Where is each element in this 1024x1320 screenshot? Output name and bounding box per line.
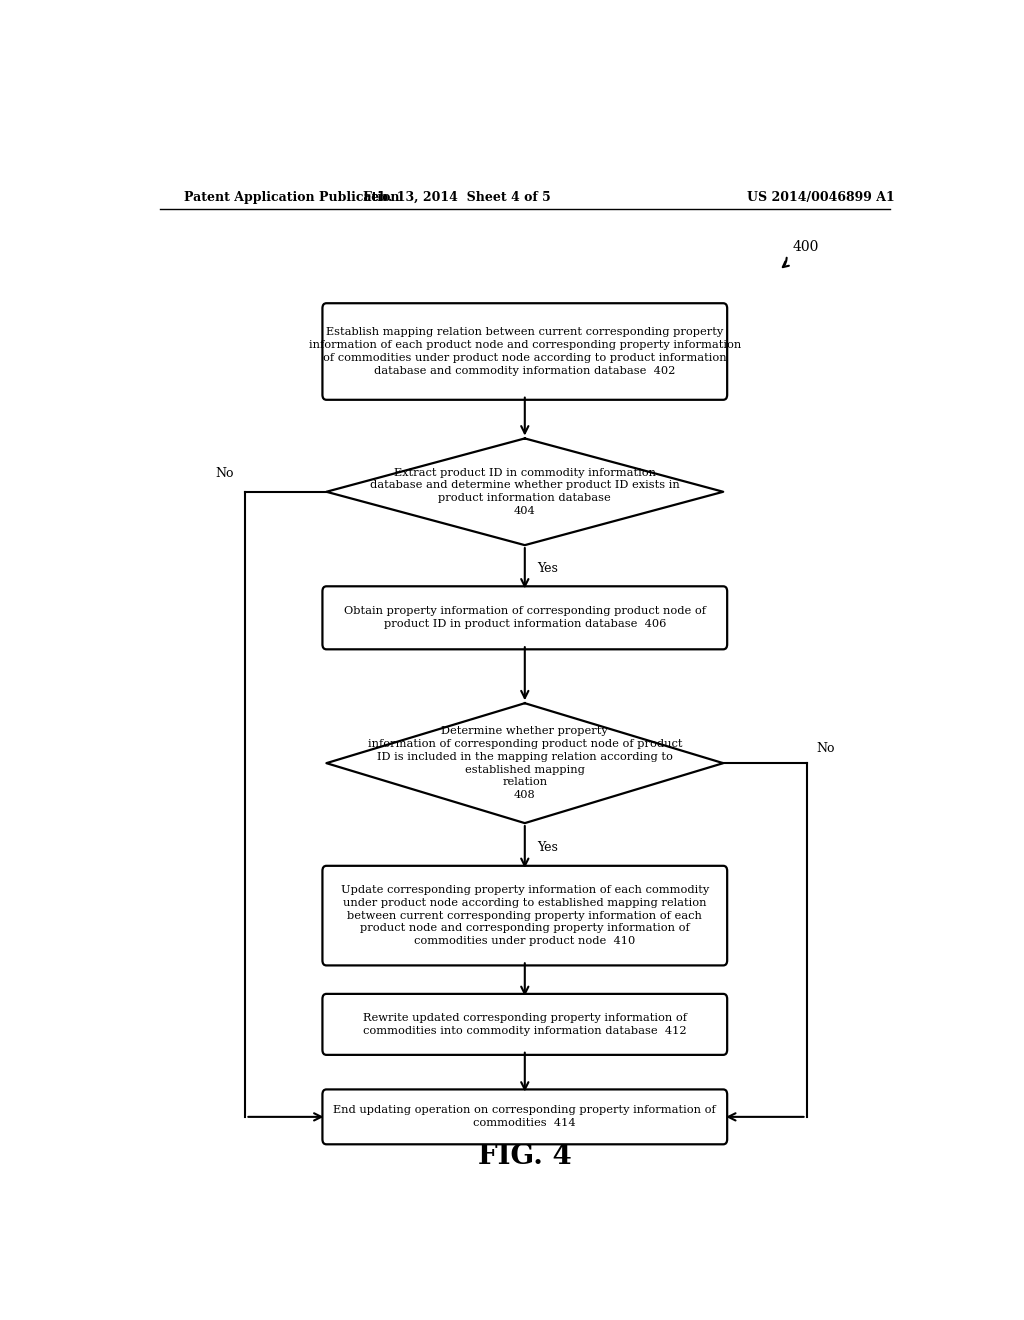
FancyBboxPatch shape — [323, 586, 727, 649]
Text: End updating operation on corresponding property information of
commodities  414: End updating operation on corresponding … — [334, 1105, 716, 1129]
Text: Yes: Yes — [537, 562, 558, 574]
Text: FIG. 4: FIG. 4 — [478, 1143, 571, 1170]
Text: Determine whether property
information of corresponding product node of product
: Determine whether property information o… — [368, 726, 682, 800]
Text: Extract product ID in commodity information
database and determine whether produ: Extract product ID in commodity informat… — [370, 467, 680, 516]
Polygon shape — [327, 704, 723, 824]
Text: Establish mapping relation between current corresponding property
information of: Establish mapping relation between curre… — [308, 327, 741, 376]
Text: No: No — [215, 466, 233, 479]
Text: No: No — [816, 742, 835, 755]
Text: 400: 400 — [793, 240, 818, 253]
FancyBboxPatch shape — [323, 304, 727, 400]
Text: Update corresponding property information of each commodity
under product node a: Update corresponding property informatio… — [341, 884, 709, 946]
Text: Patent Application Publication: Patent Application Publication — [183, 190, 399, 203]
Text: Feb. 13, 2014  Sheet 4 of 5: Feb. 13, 2014 Sheet 4 of 5 — [364, 190, 551, 203]
FancyBboxPatch shape — [323, 866, 727, 965]
Text: US 2014/0046899 A1: US 2014/0046899 A1 — [748, 190, 895, 203]
Polygon shape — [327, 438, 723, 545]
Text: Obtain property information of corresponding product node of
product ID in produ: Obtain property information of correspon… — [344, 606, 706, 630]
Text: Rewrite updated corresponding property information of
commodities into commodity: Rewrite updated corresponding property i… — [362, 1012, 687, 1036]
FancyBboxPatch shape — [323, 994, 727, 1055]
Text: Yes: Yes — [537, 841, 558, 854]
FancyBboxPatch shape — [323, 1089, 727, 1144]
